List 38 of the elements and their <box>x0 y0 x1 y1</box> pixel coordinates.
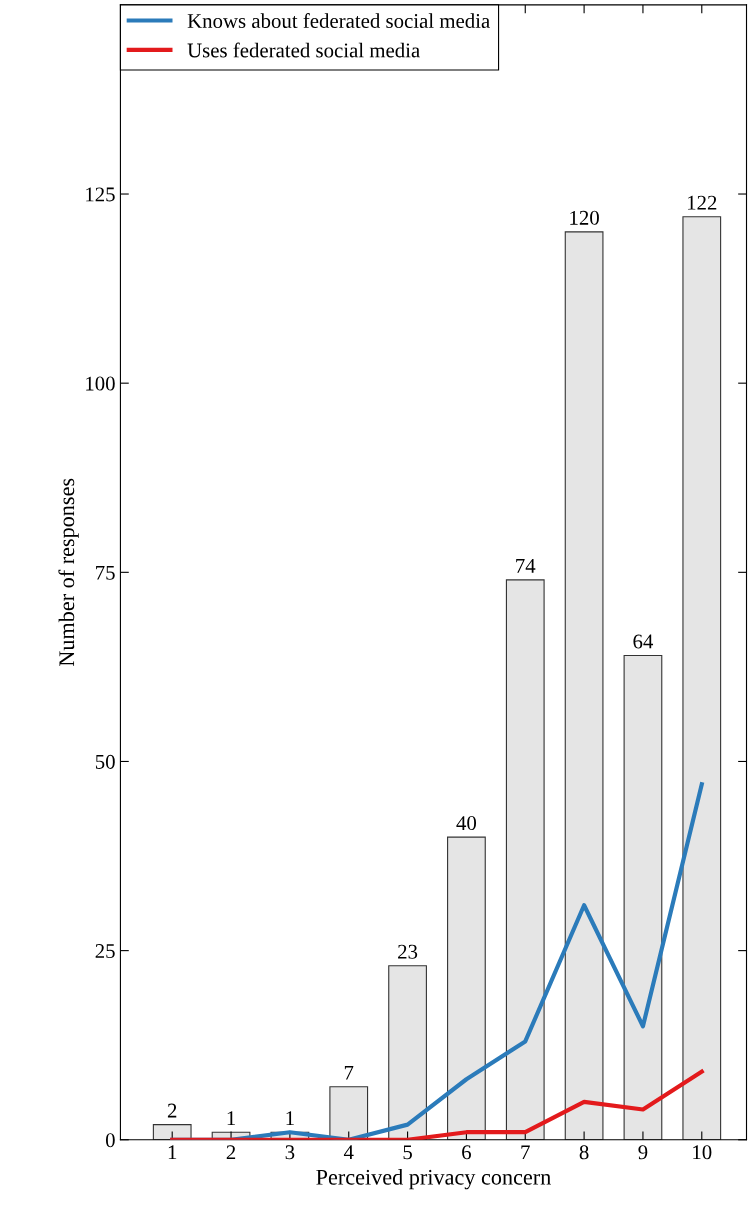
x-tick-label: 10 <box>693 1145 712 1160</box>
x-tick-label: 1 <box>168 1145 177 1160</box>
bar <box>623 654 663 1140</box>
y-tick-label: 125 <box>86 187 115 202</box>
y-tick-label: 75 <box>96 565 115 580</box>
y-tick-label: 50 <box>95 754 115 769</box>
legend-label: Knows about federated social media <box>187 13 490 28</box>
x-tick-label: 5 <box>403 1145 412 1160</box>
bar <box>505 579 545 1140</box>
x-tick-label: 4 <box>343 1145 354 1160</box>
x-tick-label: 2 <box>226 1145 236 1160</box>
x-tick-label: 3 <box>285 1145 295 1160</box>
data-label: 2 <box>167 1103 177 1118</box>
data-label: 1 <box>286 1111 294 1125</box>
legend-label: Uses federated social media <box>187 42 420 58</box>
bar <box>564 231 604 1140</box>
data-label: 7 <box>344 1065 354 1080</box>
data-label: 1 <box>227 1111 236 1125</box>
data-label: 64 <box>633 634 654 649</box>
y-tick-label: 25 <box>95 944 115 959</box>
data-label: 74 <box>516 558 536 573</box>
bar <box>682 216 722 1140</box>
x-tick-label: 8 <box>579 1145 589 1160</box>
y-tick-label: 0 <box>105 1133 115 1148</box>
bar <box>329 1086 369 1140</box>
y-tick-label: 100 <box>86 376 115 391</box>
bar <box>152 1124 192 1140</box>
bar <box>447 836 486 1140</box>
x-tick-label: 9 <box>638 1145 648 1160</box>
y-axis-title: Number of responses <box>58 478 79 667</box>
x-tick-label: 7 <box>521 1145 530 1160</box>
data-label: 120 <box>570 210 599 225</box>
data-label: 40 <box>456 816 477 831</box>
x-axis-title: Perceived privacy concern <box>316 1169 551 1190</box>
x-tick-label: 6 <box>462 1145 471 1160</box>
data-label: 23 <box>398 944 418 959</box>
data-label: 122 <box>687 195 717 210</box>
bar <box>388 965 427 1140</box>
